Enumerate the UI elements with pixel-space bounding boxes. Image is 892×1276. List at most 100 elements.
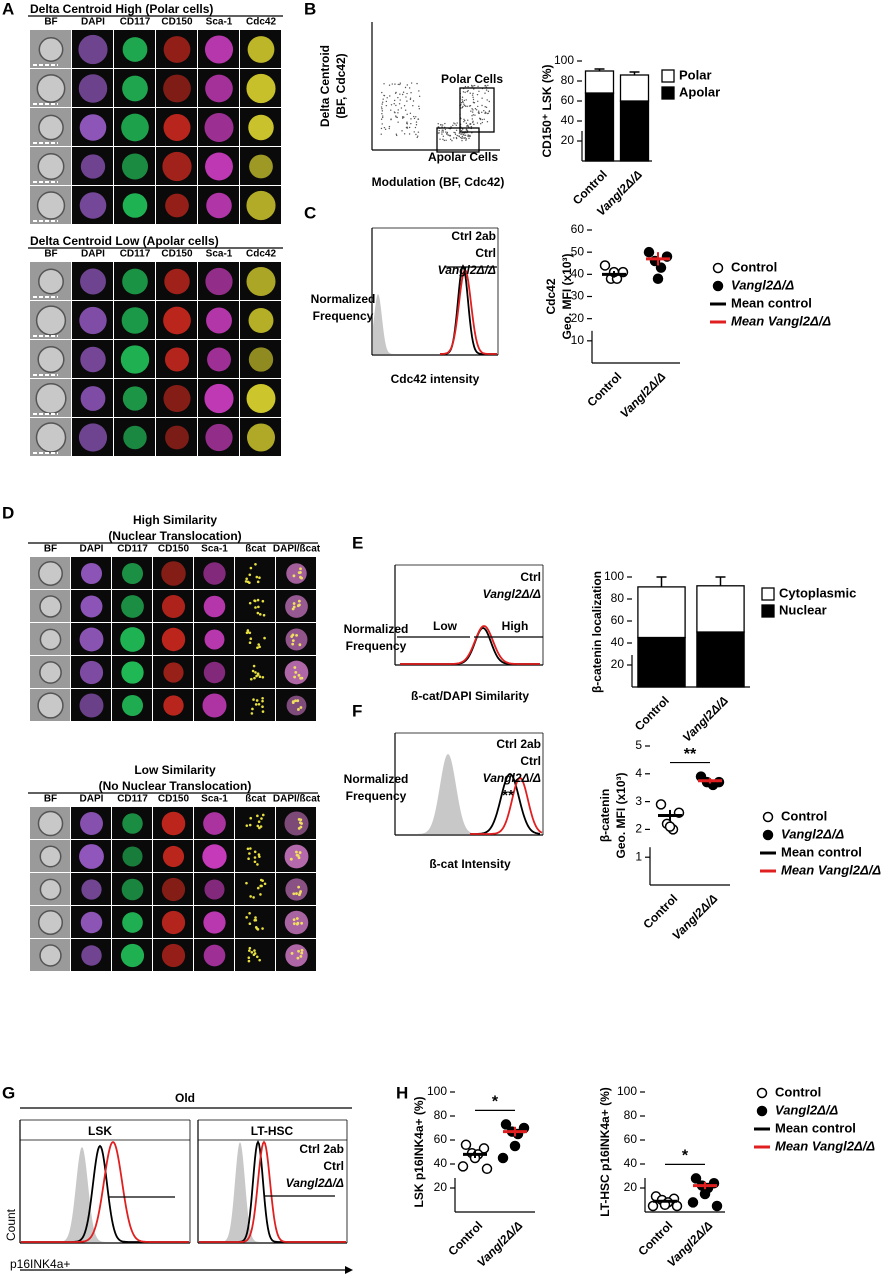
cell-dot xyxy=(296,604,300,608)
grid-title: (Nuclear Translocation) xyxy=(108,529,241,543)
cell-dot xyxy=(259,878,263,882)
cell-dot xyxy=(293,675,297,679)
data-point xyxy=(687,1197,699,1208)
panel-label: G xyxy=(2,1083,15,1102)
y-tick-label: 20 xyxy=(624,1180,638,1194)
grid-title: (No Nuclear Translocation) xyxy=(99,779,252,793)
cell xyxy=(80,812,103,835)
event-dot xyxy=(471,94,474,96)
gate-label: Apolar Cells xyxy=(428,150,498,164)
event-dot xyxy=(410,82,413,84)
cell xyxy=(203,595,226,618)
event-dot xyxy=(397,83,400,86)
legend-label: Ctrl 2ab xyxy=(496,737,541,751)
event-dot xyxy=(462,128,464,130)
panel-label: B xyxy=(304,0,316,18)
event-dot xyxy=(444,122,446,125)
event-dot xyxy=(480,123,482,125)
event-dot xyxy=(486,99,488,101)
event-dot xyxy=(456,122,458,124)
y-tick-label: 100 xyxy=(604,569,624,583)
gate-label: Low xyxy=(433,619,458,633)
event-dot xyxy=(484,84,487,87)
grid-title: Delta Centroid High (Polar cells) xyxy=(30,2,213,16)
cell-dot xyxy=(252,896,255,899)
event-dot xyxy=(487,90,490,93)
event-dot xyxy=(461,96,464,98)
cell-dot xyxy=(251,707,254,711)
event-dot xyxy=(395,91,397,94)
x-axis-label: Modulation (BF, Cdc42) xyxy=(372,175,505,189)
event-dot xyxy=(408,87,411,89)
cell xyxy=(204,629,225,650)
cell xyxy=(36,191,66,220)
event-dot xyxy=(406,92,408,95)
cell-dot xyxy=(248,911,251,915)
event-dot xyxy=(452,124,454,127)
event-dot xyxy=(394,112,396,114)
cell xyxy=(161,594,186,619)
event-dot xyxy=(464,137,466,139)
cell-dot xyxy=(248,949,251,952)
cell xyxy=(161,943,186,968)
event-dot xyxy=(477,85,479,88)
x-axis-label: ß-cat Intensity xyxy=(429,857,511,871)
event-dot xyxy=(445,139,447,141)
legend-label: Nuclear xyxy=(779,602,827,617)
event-dot xyxy=(461,135,464,138)
column-header: CD117 xyxy=(120,249,151,260)
y-tick-label: 20 xyxy=(561,133,575,147)
cell-dot xyxy=(299,706,303,709)
cell xyxy=(122,193,148,218)
event-dot xyxy=(479,117,481,120)
cell xyxy=(205,152,233,181)
event-dot xyxy=(406,84,408,86)
cell-image xyxy=(235,689,275,721)
event-dot xyxy=(468,137,470,140)
cell-dot xyxy=(257,820,261,824)
cell xyxy=(122,846,143,867)
histogram xyxy=(199,1142,346,1242)
y-axis-label: Count xyxy=(4,1208,18,1241)
annotation: ** xyxy=(502,787,514,804)
y-tick-label: 60 xyxy=(611,613,625,627)
event-dot xyxy=(388,127,390,130)
column-header: DAPI xyxy=(81,249,105,260)
cell xyxy=(162,845,185,868)
event-dot xyxy=(380,133,382,135)
event-dot xyxy=(471,111,474,113)
event-dot xyxy=(418,108,421,110)
cell-dot xyxy=(291,700,295,704)
event-dot xyxy=(390,118,392,120)
event-dot xyxy=(469,92,471,94)
cell-dot xyxy=(300,948,304,952)
cell xyxy=(120,943,145,968)
event-dot xyxy=(438,129,440,132)
event-dot xyxy=(462,105,464,108)
event-dot xyxy=(445,131,447,133)
event-dot xyxy=(478,90,480,92)
column-header: CD117 xyxy=(120,17,151,28)
event-dot xyxy=(381,103,383,105)
event-dot xyxy=(474,108,477,110)
cell-dot xyxy=(298,643,302,647)
legend-label: Vangl2Δ/Δ xyxy=(483,587,541,601)
event-dot xyxy=(409,98,412,101)
event-dot xyxy=(412,105,414,107)
annotation: * xyxy=(682,1148,689,1165)
event-dot xyxy=(386,97,388,99)
event-dot xyxy=(381,101,384,103)
cell xyxy=(246,73,276,104)
event-dot xyxy=(471,108,473,110)
legend-label: Ctrl 2ab xyxy=(451,229,496,243)
cell-dot xyxy=(246,580,250,584)
cell-dot xyxy=(247,959,251,963)
event-dot xyxy=(488,110,491,113)
event-dot xyxy=(467,135,469,137)
event-dot xyxy=(416,136,418,139)
event-dot xyxy=(441,124,444,126)
cell-dot xyxy=(256,886,260,890)
event-dot xyxy=(406,100,408,102)
cell xyxy=(39,628,62,651)
histogram xyxy=(199,1140,346,1243)
